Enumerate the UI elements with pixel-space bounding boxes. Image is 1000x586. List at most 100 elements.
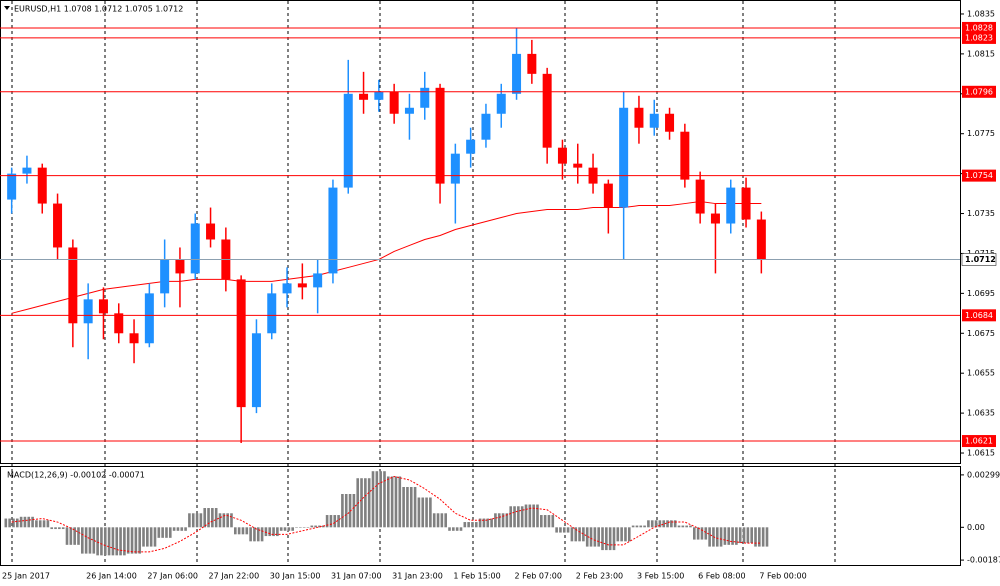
x-tick-label: 3 Feb 15:00 bbox=[637, 572, 684, 581]
x-tick-label: 31 Jan 23:00 bbox=[392, 572, 443, 581]
histogram-bar bbox=[165, 527, 168, 538]
histogram-bar bbox=[524, 504, 528, 528]
histogram-bar bbox=[765, 527, 769, 547]
histogram-bar bbox=[440, 513, 444, 528]
histogram-bar bbox=[46, 520, 50, 528]
histogram-bar bbox=[421, 497, 425, 528]
histogram-bar bbox=[134, 527, 138, 554]
y-tick-label: 1.0815 bbox=[967, 49, 995, 58]
level-label: 1.0796 bbox=[965, 87, 993, 96]
candle-body bbox=[450, 153, 460, 184]
histogram-bar bbox=[61, 527, 65, 530]
candle-body bbox=[313, 273, 323, 288]
histogram-bar bbox=[413, 486, 417, 528]
histogram-bar bbox=[69, 527, 73, 545]
histogram-bar bbox=[188, 513, 191, 528]
histogram-bar bbox=[130, 527, 134, 554]
histogram-bar bbox=[612, 527, 616, 551]
candle-body bbox=[389, 91, 399, 114]
histogram-bar bbox=[341, 493, 344, 528]
histogram-bar bbox=[666, 520, 669, 528]
histogram-bar bbox=[708, 527, 711, 547]
histogram-bar bbox=[754, 527, 757, 547]
x-tick-label: 30 Jan 15:00 bbox=[270, 572, 321, 581]
histogram-bar bbox=[4, 518, 8, 528]
histogram-bar bbox=[650, 520, 654, 528]
histogram-bar bbox=[96, 527, 99, 556]
histogram-bar bbox=[685, 525, 688, 528]
histogram-bar bbox=[677, 525, 681, 528]
candle-body bbox=[328, 187, 338, 274]
histogram-bar bbox=[375, 471, 379, 528]
histogram-bar bbox=[302, 527, 306, 528]
histogram-bar bbox=[364, 478, 367, 528]
histogram-bar bbox=[486, 518, 490, 528]
histogram-bar bbox=[314, 525, 317, 528]
level-label: 1.0754 bbox=[965, 171, 993, 180]
candle-body bbox=[160, 259, 170, 294]
y-tick-label: -0.00187 bbox=[967, 556, 1000, 565]
histogram-bar bbox=[620, 527, 623, 542]
level-box bbox=[962, 85, 996, 98]
histogram-bar bbox=[123, 527, 126, 556]
macd-panel bbox=[0, 466, 961, 566]
histogram-bar bbox=[750, 527, 753, 544]
histogram-bar bbox=[605, 527, 608, 551]
histogram-bar bbox=[719, 527, 723, 547]
histogram-bar bbox=[42, 520, 46, 528]
histogram-bar bbox=[559, 527, 562, 533]
histogram-bar bbox=[593, 527, 597, 547]
level-label: 1.0621 bbox=[965, 437, 993, 446]
y-tick-label: 1.0675 bbox=[967, 329, 995, 338]
x-tick-label: 27 Jan 22:00 bbox=[209, 572, 260, 581]
level-box bbox=[962, 21, 996, 34]
histogram-bar bbox=[15, 518, 19, 528]
histogram-bar bbox=[84, 527, 88, 554]
histogram-bar bbox=[543, 515, 547, 528]
current-price-label: 1.0712 bbox=[965, 255, 996, 264]
histogram-bar bbox=[245, 527, 249, 535]
level-box bbox=[962, 169, 996, 182]
y-tick-label: 1.0695 bbox=[967, 289, 995, 298]
histogram-bar bbox=[184, 527, 187, 531]
y-tick-label: 1.0655 bbox=[967, 369, 995, 378]
candle-body bbox=[374, 91, 384, 100]
histogram-bar bbox=[329, 515, 333, 528]
histogram-bar bbox=[249, 527, 252, 542]
histogram-bar bbox=[115, 527, 119, 556]
histogram-bar bbox=[306, 527, 310, 528]
candle-body bbox=[649, 113, 659, 128]
histogram-bar bbox=[207, 508, 210, 528]
candle-body bbox=[710, 213, 720, 224]
histogram-bar bbox=[452, 527, 455, 531]
histogram-bar bbox=[383, 471, 386, 528]
histogram-bar bbox=[38, 520, 42, 528]
histogram-bar bbox=[180, 527, 184, 531]
x-tick-label: 2 Feb 23:00 bbox=[576, 572, 623, 581]
candle-body bbox=[251, 333, 261, 408]
level-box bbox=[962, 309, 996, 322]
histogram-bar bbox=[367, 478, 371, 528]
plot-layer: 1.08351.08151.07951.07751.07551.07351.07… bbox=[0, 9, 1000, 581]
histogram-bar bbox=[237, 527, 241, 535]
histogram-bar bbox=[168, 527, 172, 538]
histogram-bar bbox=[693, 527, 696, 540]
histogram-bar bbox=[191, 513, 195, 528]
histogram-bar bbox=[310, 525, 314, 528]
moving-average bbox=[11, 201, 762, 314]
histogram-bar bbox=[635, 525, 639, 528]
histogram-bar bbox=[256, 527, 260, 542]
histogram-bar bbox=[689, 525, 692, 528]
histogram-bar bbox=[73, 527, 76, 545]
level-box bbox=[962, 435, 996, 448]
histogram-bar bbox=[272, 527, 275, 537]
histogram-bar bbox=[161, 527, 164, 538]
histogram-bar bbox=[325, 515, 329, 528]
y-tick-label: 1.0635 bbox=[967, 409, 995, 418]
candle-body bbox=[496, 93, 506, 114]
histogram-bar bbox=[153, 527, 157, 547]
histogram-bar bbox=[35, 520, 38, 528]
histogram-bar bbox=[264, 527, 268, 537]
histogram-bar bbox=[149, 527, 153, 547]
